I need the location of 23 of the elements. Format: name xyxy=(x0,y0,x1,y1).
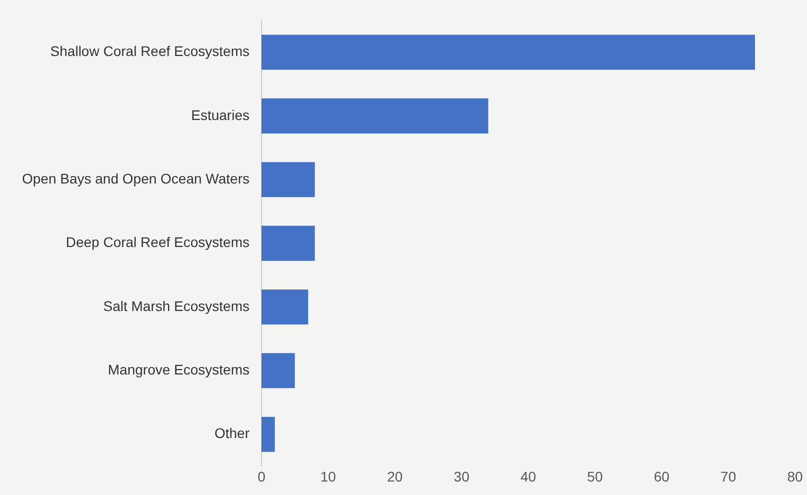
x-tick-label: 10 xyxy=(320,468,336,484)
bar xyxy=(261,98,488,134)
bar xyxy=(261,226,315,261)
x-tick-label: 60 xyxy=(654,468,670,484)
x-tick-label: 0 xyxy=(258,468,266,484)
y-tick-label: Open Bays and Open Ocean Waters xyxy=(22,170,250,186)
y-tick-label: Estuaries xyxy=(191,106,250,123)
y-tick-label: Mangrove Ecosystems xyxy=(108,362,250,378)
bar xyxy=(261,34,755,70)
y-tick-label: Salt Marsh Ecosystems xyxy=(103,298,250,314)
bar xyxy=(261,353,295,388)
x-tick-label: 80 xyxy=(787,468,803,484)
x-tick-label: 20 xyxy=(387,468,403,484)
bar xyxy=(261,416,275,452)
y-tick-label: Other xyxy=(214,425,250,442)
bar xyxy=(261,162,315,198)
y-tick-label: Deep Coral Reef Ecosystems xyxy=(66,234,250,250)
bar xyxy=(261,289,308,324)
x-tick-label: 40 xyxy=(520,468,536,484)
x-tick-label: 70 xyxy=(720,468,736,484)
x-tick-label: 30 xyxy=(454,468,470,484)
x-tick-label: 50 xyxy=(587,468,603,484)
y-tick-label: Shallow Coral Reef Ecosystems xyxy=(50,43,250,60)
